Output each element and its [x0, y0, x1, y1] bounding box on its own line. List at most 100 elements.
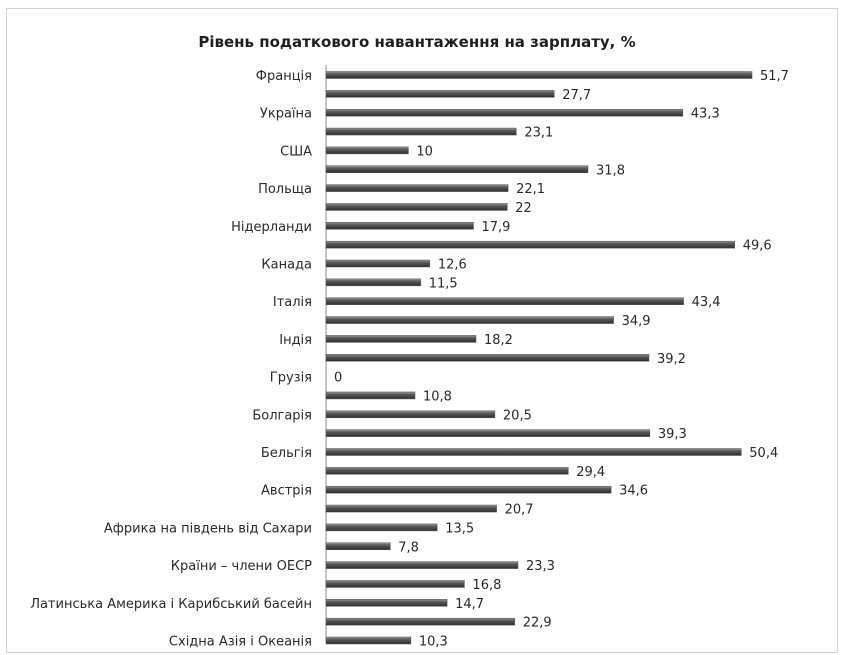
- bar-row: Грузія 0: [270, 371, 343, 386]
- category-label: Нідерланди: [231, 220, 312, 235]
- bar: [325, 561, 519, 569]
- bar-row: 22,9: [325, 616, 552, 631]
- bar: [325, 259, 431, 268]
- category-label: Австрія: [261, 484, 312, 499]
- bar-row: 23,1: [325, 126, 553, 141]
- value-label: 16,8: [472, 578, 501, 593]
- bar-chart: Рівень податкового навантаження на зарпл…: [30, 33, 789, 650]
- bar: [325, 278, 422, 287]
- category-label: Східна Азія і Океанія: [169, 635, 312, 650]
- bar-row: Африка на південь від Сахари 13,5: [104, 521, 474, 536]
- bar-row: 31,8: [325, 163, 625, 178]
- category-label: Бельгія: [261, 446, 312, 461]
- category-label: Польща: [258, 182, 312, 197]
- bar-row: 16,8: [325, 578, 501, 593]
- bar-row: 7,8: [325, 540, 419, 555]
- category-label: Італія: [273, 295, 312, 310]
- value-label: 50,4: [749, 446, 778, 461]
- bar-row: Країни – члени ОЕСР 23,3: [171, 559, 555, 574]
- bar-row: Італія 43,4: [273, 295, 721, 310]
- value-label: 20,7: [505, 503, 534, 518]
- bar-row: США 10: [280, 144, 433, 159]
- bar-row: 34,9: [325, 314, 651, 329]
- value-label: 34,6: [619, 484, 648, 499]
- value-label: 13,5: [445, 521, 474, 536]
- bar: [325, 504, 497, 513]
- bar: [325, 222, 474, 230]
- value-label: 31,8: [596, 163, 625, 178]
- bar-row: 20,7: [325, 503, 534, 518]
- bar: [325, 410, 496, 419]
- chart-frame: Рівень податкового навантаження на зарпл…: [6, 8, 838, 653]
- bar: [325, 240, 735, 249]
- value-label: 22,9: [523, 616, 552, 631]
- bar-rows: Франція 51,7 27,7 Україна 43,3 23,1 США 10 31,8 П…: [30, 69, 789, 650]
- bar-row: Бельгія 50,4: [261, 446, 778, 461]
- bar: [325, 165, 589, 173]
- bar-row: Австрія 34,6: [261, 484, 648, 499]
- bar: [325, 354, 650, 362]
- value-label: 0: [334, 371, 342, 386]
- bar: [325, 335, 477, 343]
- bar-row: Україна 43,3: [260, 107, 720, 122]
- bar: [325, 391, 416, 400]
- value-label: 14,7: [455, 597, 484, 612]
- value-label: 7,8: [398, 540, 419, 555]
- bar: [325, 90, 555, 98]
- chart-title: Рівень податкового навантаження на зарпл…: [198, 33, 635, 51]
- bar-row: 29,4: [325, 465, 605, 480]
- bar: [325, 184, 509, 192]
- bar: [325, 617, 515, 626]
- bar: [325, 523, 438, 532]
- value-label: 17,9: [481, 220, 510, 235]
- category-label: Латинська Америка і Карибський басейн: [30, 597, 312, 612]
- value-label: 23,3: [526, 559, 555, 574]
- value-label: 34,9: [622, 314, 651, 329]
- category-label: Болгарія: [252, 408, 312, 423]
- bar-row: 10,8: [325, 389, 452, 404]
- value-label: 10,8: [423, 389, 452, 404]
- bar: [325, 467, 569, 475]
- value-label: 10,3: [419, 635, 448, 650]
- bar-row: Болгарія 20,5: [252, 408, 532, 423]
- category-label: Франція: [256, 69, 312, 84]
- value-label: 20,5: [503, 408, 532, 423]
- bar-row: Латинська Америка і Карибський басейн 14,…: [30, 597, 484, 612]
- bar: [325, 316, 614, 324]
- value-label: 51,7: [760, 69, 789, 84]
- category-label: Індія: [279, 333, 312, 348]
- bar: [325, 127, 517, 136]
- value-label: 39,3: [658, 427, 687, 442]
- value-label: 39,2: [657, 352, 686, 367]
- bar-row: 39,3: [325, 427, 687, 442]
- value-label: 43,3: [691, 107, 720, 122]
- bar-row: Франція 51,7: [256, 69, 789, 84]
- value-label: 49,6: [743, 239, 772, 254]
- category-label: Країни – члени ОЕСР: [171, 559, 312, 574]
- value-label: 29,4: [576, 465, 605, 480]
- category-label: США: [280, 144, 312, 159]
- bar-row: Східна Азія і Океанія 10,3: [169, 635, 448, 650]
- value-label: 27,7: [562, 88, 591, 103]
- bar-row: 27,7: [325, 88, 591, 103]
- category-label: Канада: [261, 258, 312, 273]
- value-label: 18,2: [484, 333, 513, 348]
- category-label: Африка на південь від Сахари: [104, 521, 312, 536]
- bar: [325, 485, 612, 494]
- bar: [325, 108, 684, 117]
- category-label: Україна: [260, 107, 312, 122]
- value-label: 23,1: [524, 126, 553, 141]
- bar-row: 39,2: [325, 352, 686, 367]
- bar: [325, 297, 684, 305]
- value-label: 12,6: [438, 258, 467, 273]
- bar: [325, 448, 742, 456]
- value-label: 43,4: [692, 295, 721, 310]
- bar-row: Канада 12,6: [261, 258, 466, 273]
- value-label: 11,5: [429, 276, 458, 291]
- bar-row: Нідерланди 17,9: [231, 220, 510, 235]
- category-label: Грузія: [270, 371, 312, 386]
- bar-row: Польща 22,1: [258, 182, 545, 197]
- bar: [325, 146, 409, 155]
- bar: [325, 580, 465, 588]
- value-label: 22,1: [516, 182, 545, 197]
